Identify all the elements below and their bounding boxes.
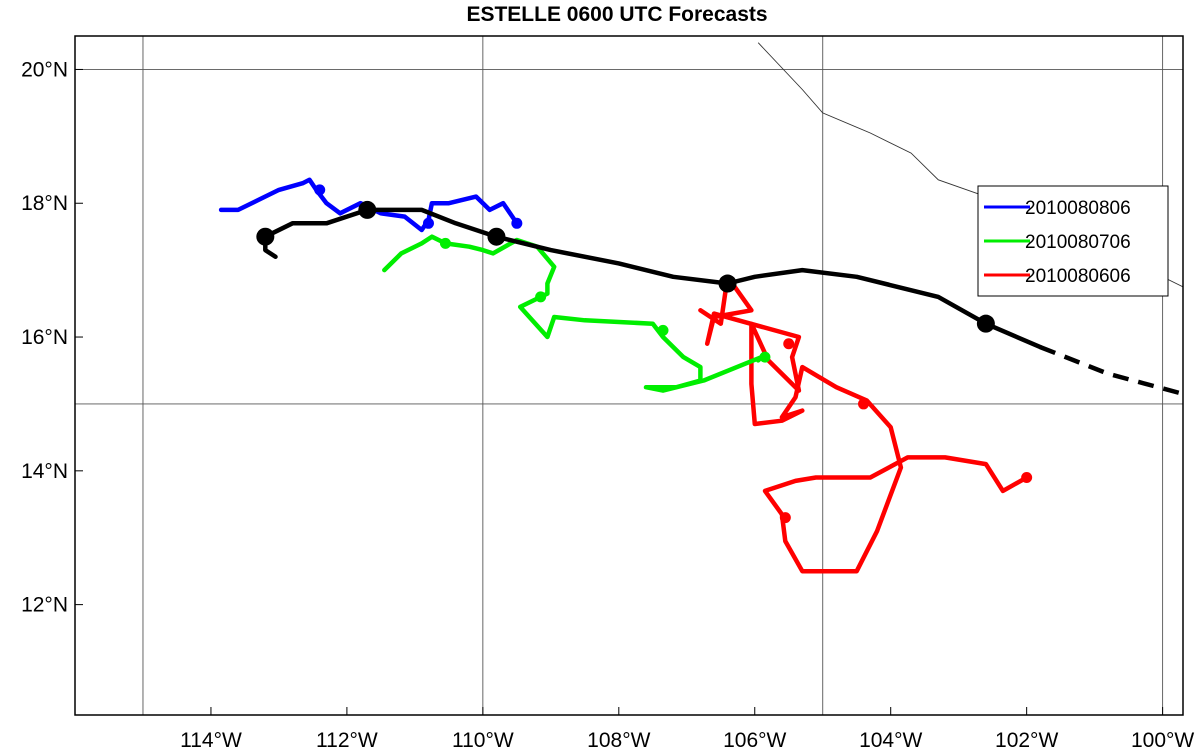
observed-point [358,200,377,219]
track-2010080706 [382,234,771,393]
legend-label: 2010080606 [1025,266,1131,287]
y-tick-label: 16°N [21,326,68,349]
track-point-2010080806 [422,217,434,229]
observed-point [976,314,995,333]
observed-track [256,200,1183,397]
track-point-2010080706 [535,291,547,303]
observed-line [263,207,1043,350]
track-point-2010080806 [314,184,326,196]
y-tick-label: 12°N [21,594,68,617]
x-axis-ticks: 114°W 112°W 110°W 108°W 106°W 104°W 102°W 100°W [180,707,1194,752]
legend-item-2010080806: 2010080806 [984,198,1131,219]
legend-label: 2010080706 [1025,232,1131,253]
track-point-2010080706 [657,324,669,336]
legend-label: 2010080806 [1025,198,1131,219]
track-2010080606 [698,274,1033,574]
y-tick-label: 18°N [21,192,68,215]
observed-point [487,227,506,246]
gridlines [75,36,1183,715]
y-tick-label: 14°N [21,460,68,483]
track-point-2010080606 [779,512,791,524]
observed-line-dashed [1039,345,1183,397]
track-point-2010080606 [858,398,870,410]
x-tick-label: 106°W [723,729,786,752]
x-tick-label: 100°W [1131,729,1194,752]
track-point-2010080806 [511,217,523,229]
forecast-tracks [218,177,1033,574]
legend-item-2010080706: 2010080706 [984,232,1131,253]
x-tick-label: 104°W [859,729,922,752]
legend-item-2010080606: 2010080606 [984,266,1131,287]
y-axis-ticks: 12°N 14°N 16°N 18°N 20°N [21,58,83,617]
track-point-2010080706 [439,237,451,249]
x-tick-label: 110°W [452,729,514,752]
x-tick-label: 112°W [316,729,378,752]
track-point-2010080706 [759,351,771,363]
track-point-2010080606 [783,338,795,350]
legend: 2010080806 2010080706 2010080606 [977,185,1169,297]
y-tick-label: 20°N [21,58,68,81]
x-tick-label: 108°W [587,729,650,752]
chart-title: ESTELLE 0600 UTC Forecasts [466,3,767,26]
observed-point [718,274,737,293]
x-tick-label: 102°W [995,729,1058,752]
observed-point [256,227,275,246]
track-point-2010080606 [1021,472,1033,484]
x-tick-label: 114°W [180,729,242,752]
track-line-2010080606 [698,274,1029,574]
plot-frame [74,35,1184,716]
track-line-2010080706 [382,234,764,393]
